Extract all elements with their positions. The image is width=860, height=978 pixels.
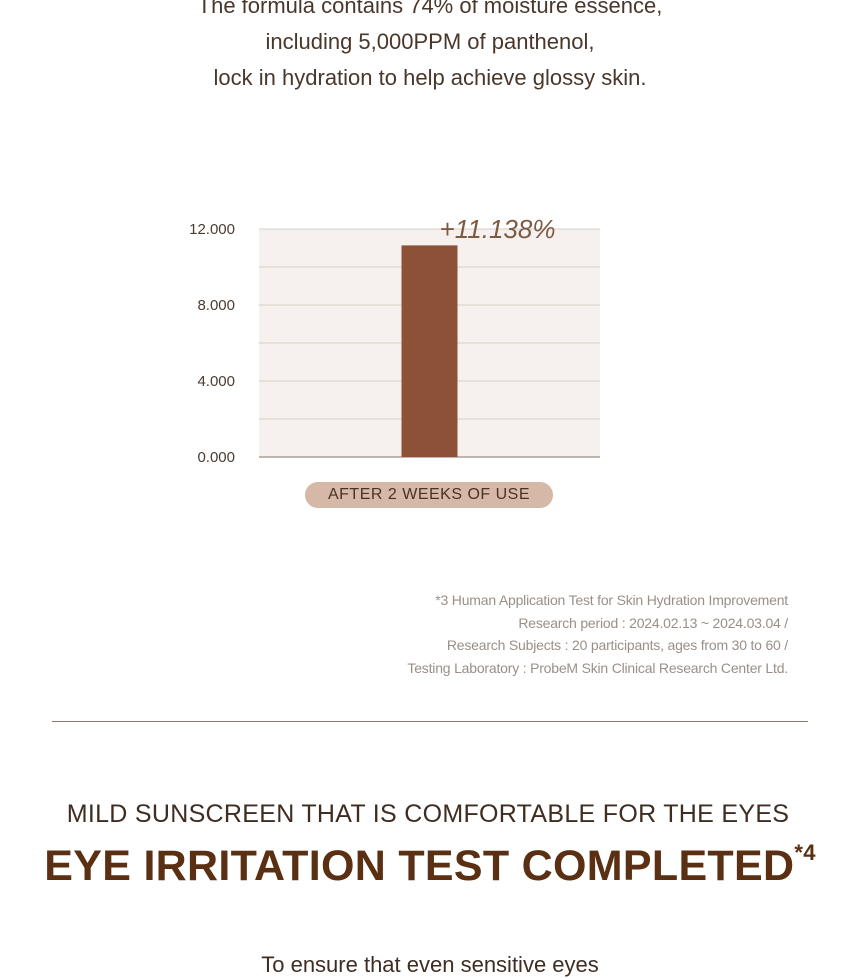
- y-tick-label: 0.000: [197, 449, 235, 466]
- y-tick-label: 8.000: [197, 297, 235, 314]
- headline-footnote-mark: *4: [794, 840, 816, 865]
- section-body-text: To ensure that even sensitive eyes: [261, 952, 599, 977]
- footnote-line: Research period : 2024.02.13 ~ 2024.03.0…: [518, 614, 788, 631]
- x-category-label: AFTER 2 WEEKS OF USE: [305, 482, 553, 508]
- section-subheading: MILD SUNSCREEN THAT IS COMFORTABLE FOR T…: [66, 800, 790, 828]
- intro-line: including 5,000PPM of panthenol,: [265, 29, 595, 54]
- footnote-line: Testing Laboratory : ProbeM Skin Clinica…: [407, 659, 788, 676]
- intro-text: The formula contains 74% of moisture ess…: [0, 0, 860, 96]
- section-headline: EYE IRRITATION TEST COMPLETED*4: [0, 840, 860, 891]
- footnote-line: *3 Human Application Test for Skin Hydra…: [435, 592, 788, 608]
- headline-text: EYE IRRITATION TEST COMPLETED: [44, 842, 795, 890]
- test-footnote: *3 Human Application Test for Skin Hydra…: [288, 589, 788, 679]
- y-tick-label: 4.000: [197, 373, 235, 390]
- intro-line: The formula contains 74% of moisture ess…: [197, 0, 663, 18]
- bar-value-label: +11.138%: [440, 214, 556, 244]
- footnote-line: Research Subjects : 20 participants, age…: [446, 637, 788, 653]
- section-divider: [52, 721, 808, 722]
- y-tick-label: 12.000: [189, 221, 235, 238]
- intro-line: lock in hydration to help achieve glossy…: [213, 65, 647, 90]
- bar: [401, 245, 458, 457]
